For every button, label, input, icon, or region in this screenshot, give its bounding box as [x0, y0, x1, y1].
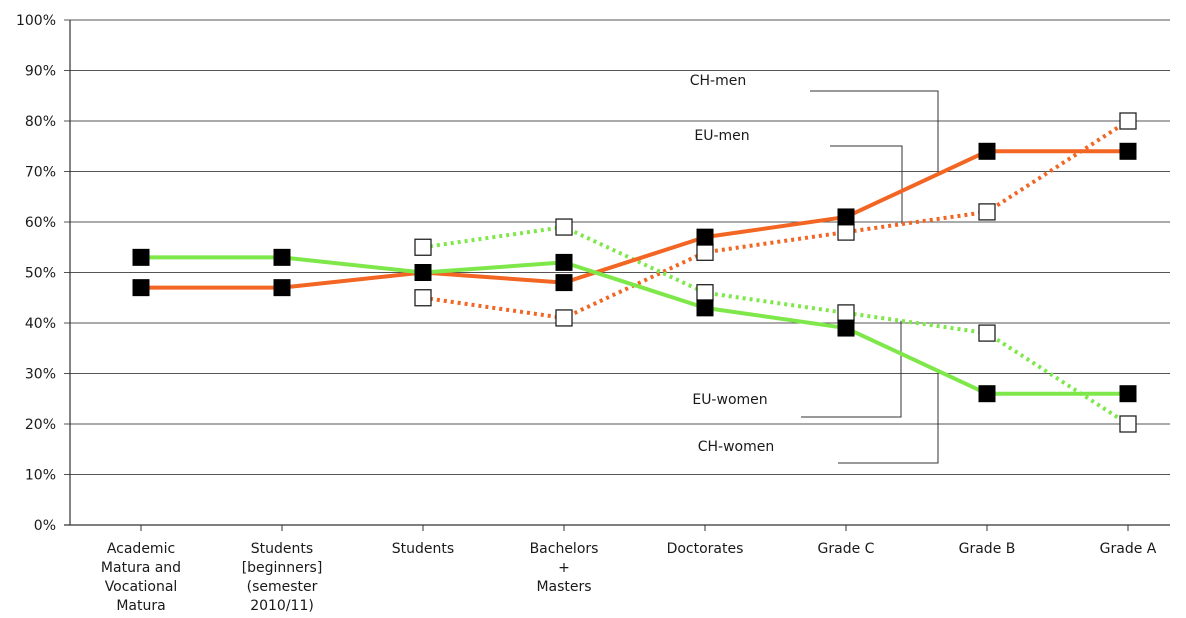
y-tick-label: 40% — [25, 316, 56, 332]
marker-eu-men — [555, 309, 573, 327]
marker-eu-men — [978, 203, 996, 221]
x-category-label: Grade B — [959, 541, 1016, 557]
marker-ch-women — [273, 248, 291, 266]
marker-eu-women — [978, 324, 996, 342]
marker-eu-women — [696, 284, 714, 302]
annotation-leader — [810, 90, 939, 175]
marker-eu-men — [1119, 112, 1137, 130]
x-axis: Academic Matura and Vocational Matura Studen… — [101, 525, 1157, 614]
y-tick-label: 60% — [25, 215, 56, 231]
x-category-label: Students [beginners] (semester 2010/11) — [242, 541, 323, 614]
y-tick-label: 70% — [25, 165, 56, 181]
marker-ch-men — [1119, 142, 1137, 160]
grid-lines — [64, 19, 1170, 526]
y-tick-label: 90% — [25, 64, 56, 80]
marker-ch-men — [978, 142, 996, 160]
marker-ch-women — [555, 253, 573, 271]
marker-eu-men — [414, 289, 432, 307]
x-category-label: Bachelors + Masters — [530, 541, 599, 595]
marker-ch-women — [978, 385, 996, 403]
marker-eu-women — [414, 238, 432, 256]
annotation-label: EU-women — [692, 392, 767, 408]
marker-eu-women — [555, 218, 573, 236]
annotation-label: CH-men — [690, 73, 746, 89]
x-category-label: Students — [392, 541, 454, 557]
y-tick-label: 20% — [25, 417, 56, 433]
annotations: CH-men EU-men EU-women CH-women — [690, 73, 939, 464]
marker-ch-women — [837, 319, 855, 337]
marker-eu-men — [837, 223, 855, 241]
series-line-ch-women — [139, 255, 1130, 396]
annotation-leader — [838, 370, 939, 464]
marker-ch-men — [696, 228, 714, 246]
marker-ch-men — [132, 279, 150, 297]
series-line-eu-women — [422, 225, 1130, 426]
marker-eu-women — [837, 304, 855, 322]
y-tick-label: 80% — [25, 114, 56, 130]
marker-ch-women — [414, 264, 432, 281]
marker-ch-women — [1119, 385, 1137, 403]
marker-eu-women — [1119, 415, 1137, 433]
series-markers — [132, 112, 1137, 433]
marker-ch-women — [696, 299, 714, 317]
marker-ch-men — [837, 208, 855, 226]
y-tick-label: 100% — [16, 13, 56, 29]
marker-ch-women — [132, 248, 150, 266]
y-tick-label: 0% — [34, 518, 56, 534]
marker-ch-men — [555, 274, 573, 292]
annotation-label: EU-men — [694, 128, 749, 144]
series-line-eu-men — [422, 119, 1130, 320]
marker-ch-men — [273, 279, 291, 297]
x-category-label: Academic Matura and Vocational Matura — [101, 541, 181, 614]
series-lines — [139, 119, 1130, 426]
y-axis-tick-labels: 0% 10% 20% 30% 40% 50% 60% 70% 80% 90% 100% — [16, 13, 56, 534]
x-category-label: Grade A — [1100, 541, 1157, 557]
x-category-label: Grade C — [818, 541, 875, 557]
y-tick-label: 10% — [25, 468, 56, 484]
series-line-ch-men — [139, 149, 1130, 290]
y-tick-label: 50% — [25, 266, 56, 282]
annotation-leader — [830, 145, 903, 225]
y-tick-label: 30% — [25, 367, 56, 383]
annotation-label: CH-women — [698, 439, 775, 455]
x-category-label: Doctorates — [667, 541, 744, 557]
marker-eu-men — [696, 243, 714, 261]
